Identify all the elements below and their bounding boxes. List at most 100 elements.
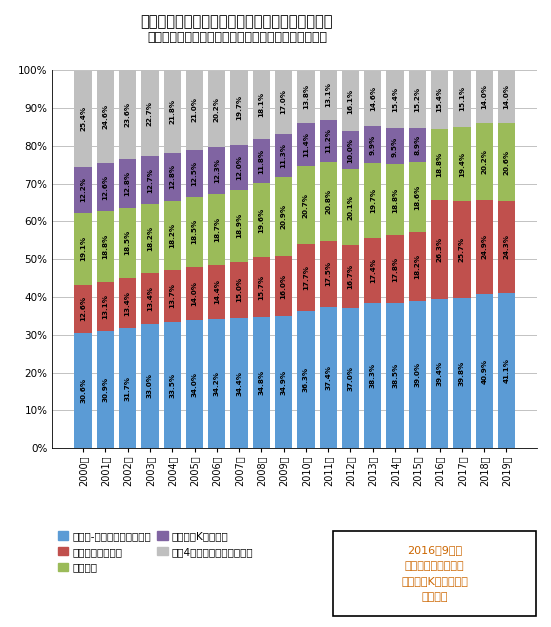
Text: 18.8%: 18.8% [436, 152, 442, 177]
Bar [342, 71, 359, 132]
Bar [297, 166, 315, 244]
Bar [230, 319, 248, 448]
Bar [141, 204, 159, 273]
Bar [297, 311, 315, 448]
Bar [119, 208, 136, 278]
Text: 17.8%: 17.8% [392, 256, 398, 282]
Bar [74, 167, 92, 213]
Bar [498, 201, 515, 293]
Bar [409, 128, 426, 162]
Bar [364, 163, 381, 238]
Text: 30.6%: 30.6% [80, 378, 86, 403]
Bar [453, 70, 471, 127]
Bar [186, 70, 203, 150]
Text: 2016年9月に
ファミリーマートと
サークルKサンクスは
経営統合: 2016年9月に ファミリーマートと サークルKサンクスは 経営統合 [401, 545, 468, 602]
Text: 23.6%: 23.6% [125, 102, 131, 127]
Bar [253, 183, 270, 257]
Text: 19.7%: 19.7% [370, 188, 376, 213]
Text: 18.8%: 18.8% [102, 234, 109, 259]
Text: 9.9%: 9.9% [370, 134, 376, 155]
Text: 11.4%: 11.4% [303, 132, 309, 157]
Text: 16.0%: 16.0% [280, 273, 287, 298]
Bar [386, 303, 404, 448]
Text: 40.9%: 40.9% [481, 359, 487, 384]
Bar [253, 317, 270, 448]
Text: コンビニ業界全体に占める上位チェーンの売上高: コンビニ業界全体に占める上位チェーンの売上高 [141, 14, 333, 29]
Text: 39.0%: 39.0% [414, 362, 420, 387]
Text: 20.8%: 20.8% [325, 189, 331, 214]
Bar [431, 299, 449, 448]
Text: 12.2%: 12.2% [80, 177, 86, 202]
Bar [409, 162, 426, 232]
Text: 34.2%: 34.2% [214, 371, 220, 396]
Bar [342, 308, 359, 448]
Text: 19.4%: 19.4% [459, 152, 465, 177]
Bar [431, 200, 449, 299]
Text: 24.6%: 24.6% [102, 104, 109, 129]
Bar [208, 194, 225, 265]
Text: 26.3%: 26.3% [436, 237, 442, 262]
Text: 38.3%: 38.3% [370, 363, 376, 389]
Text: 14.6%: 14.6% [370, 86, 376, 111]
Bar [141, 324, 159, 448]
Text: 24.9%: 24.9% [481, 234, 487, 259]
Bar [164, 322, 181, 448]
Bar [208, 265, 225, 319]
Text: 39.8%: 39.8% [459, 361, 465, 386]
Text: 20.9%: 20.9% [280, 204, 287, 229]
Text: 12.7%: 12.7% [147, 167, 153, 192]
Text: 18.2%: 18.2% [414, 254, 420, 279]
Text: 15.2%: 15.2% [414, 87, 420, 112]
Text: 18.5%: 18.5% [125, 230, 131, 255]
Bar [364, 238, 381, 303]
Text: 20.1%: 20.1% [348, 195, 354, 220]
Bar [208, 71, 225, 147]
Bar [476, 70, 493, 123]
Text: 15.4%: 15.4% [392, 87, 398, 112]
Bar [230, 145, 248, 190]
Bar [275, 70, 293, 134]
Bar [364, 126, 381, 163]
Text: 18.6%: 18.6% [414, 184, 420, 209]
Text: 37.4%: 37.4% [325, 365, 331, 390]
Bar [386, 164, 404, 236]
Bar [386, 129, 404, 164]
Bar [164, 270, 181, 322]
Bar [230, 70, 248, 145]
Bar [74, 332, 92, 448]
Text: 18.8%: 18.8% [392, 187, 398, 213]
Bar [119, 70, 136, 159]
Bar [342, 132, 359, 169]
Text: 10.0%: 10.0% [348, 138, 354, 163]
Text: 39.4%: 39.4% [436, 361, 442, 386]
Bar [230, 190, 248, 261]
Bar [386, 236, 404, 303]
Text: 15.7%: 15.7% [258, 275, 264, 300]
Bar [275, 256, 293, 317]
Text: 20.2%: 20.2% [214, 97, 220, 122]
Text: 11.3%: 11.3% [280, 143, 287, 168]
Text: 19.6%: 19.6% [258, 208, 264, 233]
Text: 16.1%: 16.1% [348, 88, 354, 113]
Bar [297, 123, 315, 166]
Text: 12.5%: 12.5% [192, 161, 197, 186]
Bar [320, 162, 337, 241]
Text: 41.1%: 41.1% [504, 358, 510, 383]
Bar [74, 71, 92, 167]
Text: 17.0%: 17.0% [280, 90, 287, 115]
Text: 36.3%: 36.3% [303, 367, 309, 393]
Bar [119, 278, 136, 329]
Text: 14.4%: 14.4% [214, 279, 220, 304]
Bar [409, 71, 426, 128]
Bar [96, 211, 114, 282]
Text: 22.7%: 22.7% [147, 101, 153, 125]
Bar [253, 70, 270, 139]
Bar [320, 70, 337, 120]
Text: 34.4%: 34.4% [236, 371, 242, 396]
Text: 31.7%: 31.7% [125, 376, 131, 401]
Bar [364, 71, 381, 126]
Text: 12.0%: 12.0% [236, 155, 242, 180]
Text: 14.0%: 14.0% [504, 84, 510, 109]
Text: 17.4%: 17.4% [370, 258, 376, 283]
Text: 12.3%: 12.3% [214, 158, 220, 183]
